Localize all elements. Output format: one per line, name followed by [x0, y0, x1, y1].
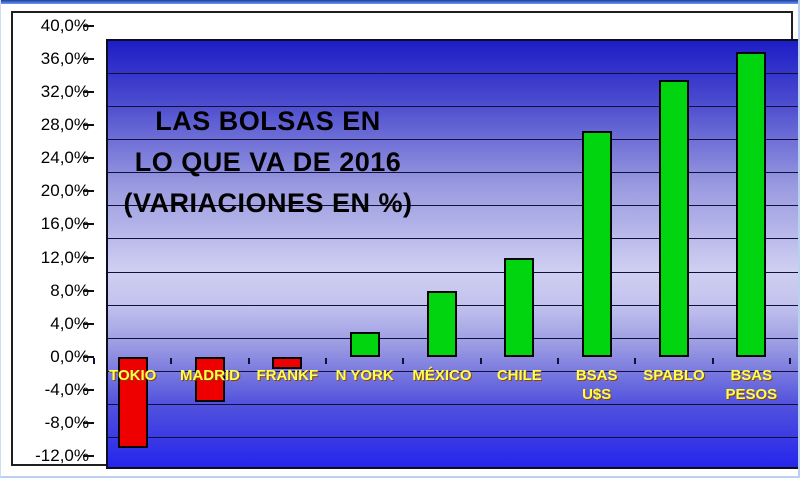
category-label-line: BSAS — [575, 366, 618, 384]
gridline — [108, 172, 798, 174]
x-axis-tick-mark — [402, 357, 405, 364]
chart-title-line3: (VARIACIONES EN %) — [123, 188, 413, 218]
bar-mxico — [427, 290, 457, 357]
x-axis-tick-mark — [711, 357, 714, 364]
y-axis-tick-label: 8,0% — [50, 280, 89, 300]
gridline — [108, 106, 798, 108]
category-label-line: N YORK — [335, 366, 394, 384]
bar-spablo — [659, 79, 689, 357]
x-axis-tick-mark — [634, 357, 637, 364]
category-label-line: FRANKF — [256, 366, 319, 384]
x-axis-tick-mark — [170, 357, 173, 364]
bar-frankf — [272, 356, 303, 370]
chart-title-line1: LAS BOLSAS EN — [155, 106, 381, 136]
y-axis-tick-label: 28,0% — [40, 115, 89, 135]
bar-madrid — [195, 356, 225, 403]
category-label-line: BSAS — [730, 366, 773, 384]
gridline — [108, 205, 798, 207]
y-axis-tick-mark — [83, 421, 94, 424]
window-top-edge — [1, 0, 798, 4]
y-axis-tick-mark — [83, 289, 94, 292]
gridline — [108, 436, 798, 438]
y-axis-tick-mark — [83, 256, 94, 259]
chart-title-line2: LO QUE VA DE 2016 — [134, 147, 402, 177]
y-axis-tick-label: -4,0% — [44, 379, 89, 399]
gridline — [108, 271, 798, 273]
bar-nyork — [349, 331, 380, 357]
x-axis-tick-mark — [325, 357, 327, 364]
x-axis-tick-mark — [557, 357, 559, 364]
y-axis-tick-label: 20,0% — [40, 181, 89, 201]
gridline — [108, 73, 798, 75]
category-label-line: MADRID — [179, 366, 240, 384]
category-label-line: TOKIO — [109, 366, 157, 384]
gridline — [108, 238, 798, 240]
category-label-line: MÉXICO — [412, 366, 472, 384]
gridline — [108, 403, 798, 405]
bar-chile — [504, 257, 535, 357]
y-axis-tick-mark — [83, 355, 94, 358]
y-axis-tick-mark — [83, 58, 94, 61]
category-label-line: CHILE — [496, 366, 542, 384]
y-axis-tick-label: 12,0% — [40, 247, 89, 267]
y-axis-tick-label: 40,0% — [40, 16, 89, 35]
category-label-line: SPABLO — [643, 366, 705, 384]
y-axis-tick-mark — [83, 124, 94, 127]
y-axis-tick-mark — [83, 25, 94, 27]
y-axis-tick-label: 36,0% — [40, 49, 89, 69]
chart-frame: LAS BOLSAS EN LO QUE VA DE 2016 (VARIACI… — [11, 11, 798, 469]
y-axis-tick-mark — [83, 223, 94, 226]
gridline — [108, 139, 798, 141]
category-label: SPABLO — [635, 366, 712, 385]
y-axis-tick-mark — [83, 157, 94, 160]
y-axis-tick-mark — [83, 455, 94, 457]
bar-tokio — [117, 356, 148, 448]
y-axis-tick-label: -12,0% — [35, 446, 89, 465]
y-axis-tick-label: 16,0% — [40, 214, 89, 234]
category-label: MÉXICO — [403, 366, 480, 385]
x-axis-tick-mark — [247, 357, 250, 364]
y-axis-tick-label: 4,0% — [50, 313, 89, 333]
bar-bsas-pesos — [736, 52, 767, 357]
y-axis-tick-label: -8,0% — [44, 412, 89, 432]
chart-title: LAS BOLSAS EN LO QUE VA DE 2016 (VARIACI… — [108, 101, 428, 224]
y-axis-tick-label: 32,0% — [40, 82, 89, 102]
category-label: FRANKF — [249, 366, 326, 385]
category-label-line: PESOS — [725, 385, 778, 403]
y-axis-tick-mark — [83, 388, 94, 391]
category-label-line: U$S — [582, 385, 612, 403]
category-label: BSAS U$S — [558, 366, 635, 404]
x-axis-tick-mark — [93, 357, 95, 364]
y-axis-tick-mark — [83, 91, 94, 94]
bar-bsas-us — [581, 131, 612, 357]
category-label: N YORK — [326, 366, 403, 385]
category-label: TOKIO — [94, 366, 171, 385]
y-axis-tick-mark — [83, 322, 94, 325]
category-label: CHILE — [481, 366, 558, 385]
gridline — [108, 370, 798, 372]
x-axis-tick-mark — [479, 357, 482, 364]
y-axis-tick-mark — [83, 190, 94, 193]
category-label: BSAS PESOS — [713, 366, 790, 404]
x-axis-tick-mark — [789, 357, 791, 364]
category-label: MADRID — [171, 366, 248, 385]
y-axis-tick-label: 24,0% — [40, 148, 89, 168]
y-axis-tick-label: 0,0% — [50, 346, 89, 366]
